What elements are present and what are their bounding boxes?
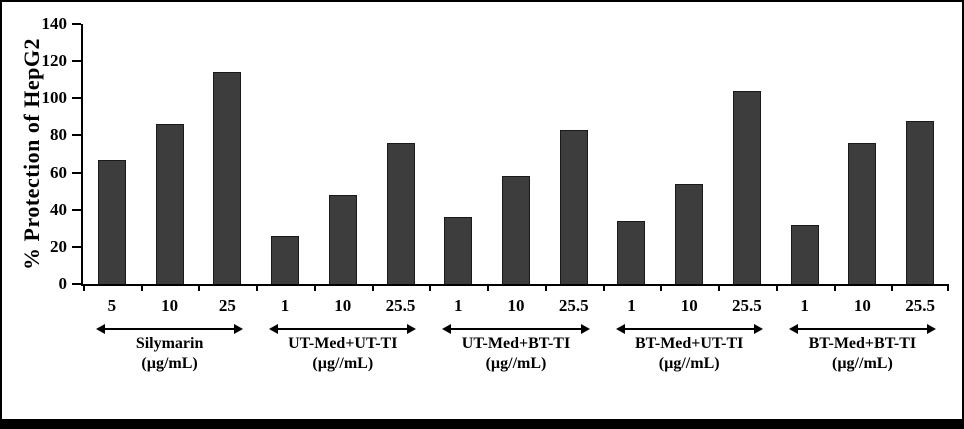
x-axis-category-label: 25.5 bbox=[732, 296, 762, 315]
x-axis-category-label: 25 bbox=[218, 296, 236, 315]
x-axis-category-label: 25.5 bbox=[905, 296, 935, 315]
x-axis-category-label: 10 bbox=[680, 296, 698, 315]
y-axis-title: % Protection of HepG2 bbox=[19, 38, 44, 270]
group-range-arrow bbox=[615, 324, 763, 334]
group-unit-label: (µg//mL) bbox=[485, 354, 547, 372]
group-range-arrow bbox=[442, 324, 590, 334]
bar-25.5-8 bbox=[559, 129, 588, 284]
x-axis-tick bbox=[833, 284, 836, 291]
group-unit-label: (µg//mL) bbox=[832, 354, 893, 372]
bar-25.5-11 bbox=[732, 90, 761, 284]
bar-10-13 bbox=[848, 142, 877, 284]
group-annotation: BT-Med+UT-TI (µg//mL) bbox=[603, 324, 776, 372]
x-axis-category-label: 10 bbox=[853, 296, 871, 315]
x-axis-tick bbox=[660, 284, 663, 291]
bar-1-9 bbox=[617, 220, 646, 284]
y-axis-tick bbox=[72, 97, 81, 100]
x-axis-tick bbox=[256, 284, 259, 291]
x-axis-category-label: 1 bbox=[800, 296, 809, 315]
group-label: Silymarin bbox=[135, 335, 204, 352]
group-label: BT-Med+UT-TI bbox=[634, 335, 744, 352]
x-axis-tick bbox=[718, 284, 721, 291]
group-label: UT-Med+BT-TI bbox=[461, 335, 571, 352]
x-axis-tick bbox=[602, 284, 605, 291]
bar-10-7 bbox=[502, 176, 530, 284]
y-axis-tick bbox=[72, 245, 81, 248]
y-axis-tick bbox=[72, 171, 81, 174]
bar-1-12 bbox=[790, 224, 819, 284]
y-axis-tick bbox=[72, 23, 81, 25]
x-axis-tick bbox=[313, 284, 316, 291]
x-axis-tick bbox=[487, 284, 490, 291]
x-axis-category-label: 1 bbox=[280, 296, 290, 315]
x-axis-tick bbox=[544, 284, 547, 291]
y-axis-tick-label: 120 bbox=[41, 51, 68, 71]
y-axis-tick bbox=[72, 283, 81, 285]
y-axis-tick-label: 140 bbox=[41, 14, 68, 33]
y-axis-tick-label: 80 bbox=[50, 125, 67, 145]
x-axis-tick bbox=[947, 284, 949, 291]
group-unit-label: (µg/mL) bbox=[141, 354, 198, 372]
y-axis-tick-label: 0 bbox=[58, 274, 68, 293]
y-axis-tick bbox=[72, 134, 81, 137]
bar-10-1 bbox=[155, 124, 184, 284]
group-annotation: Silymarin (µg/mL) bbox=[83, 324, 256, 372]
bar-5-0 bbox=[97, 159, 126, 284]
x-axis-category-label: 10 bbox=[334, 296, 352, 315]
group-range-arrow bbox=[269, 324, 417, 334]
x-axis-tick bbox=[83, 284, 85, 291]
x-axis-tick bbox=[140, 284, 143, 291]
bar-1-6 bbox=[444, 217, 473, 284]
bar-25.5-5 bbox=[386, 142, 415, 284]
y-axis-tick-label: 60 bbox=[50, 162, 67, 182]
x-axis-tick bbox=[198, 284, 201, 291]
y-axis-tick bbox=[72, 60, 81, 63]
x-axis-tick bbox=[429, 284, 432, 291]
plot-area: 0 20 40 60 80 100 120 140 5 10 25 1 10 25.5 1 10 25.5 1 10… bbox=[42, 15, 949, 372]
y-axis-tick-label: 100 bbox=[41, 88, 68, 108]
y-axis-tick-label: 40 bbox=[50, 199, 67, 219]
figure-bottom-rule bbox=[2, 419, 962, 427]
group-annotation: UT-Med+UT-TI (µg//mL) bbox=[256, 324, 429, 372]
x-axis-category-label: 10 bbox=[161, 296, 179, 315]
x-axis-tick bbox=[371, 284, 374, 291]
group-range-arrow bbox=[95, 324, 244, 334]
x-axis-category-label: 5 bbox=[107, 296, 117, 315]
bar-25-2 bbox=[213, 72, 242, 284]
bar-1-3 bbox=[271, 235, 300, 284]
group-label: UT-Med+UT-TI bbox=[288, 335, 398, 352]
bar-10-4 bbox=[328, 194, 357, 284]
bar-10-10 bbox=[675, 183, 704, 284]
y-axis-tick bbox=[72, 208, 81, 211]
y-axis-tick-label: 20 bbox=[50, 236, 67, 256]
x-axis-category-label: 10 bbox=[507, 296, 525, 315]
group-range-arrow bbox=[788, 324, 937, 334]
x-axis-category-label: 25.5 bbox=[385, 296, 416, 315]
group-unit-label: (µg//mL) bbox=[658, 354, 720, 372]
x-axis-category-label: 25.5 bbox=[558, 296, 589, 315]
x-axis-tick bbox=[891, 284, 894, 291]
x-axis-category-label: 1 bbox=[627, 296, 636, 315]
group-label: BT-Med+BT-TI bbox=[808, 335, 917, 352]
group-unit-label: (µg//mL) bbox=[312, 354, 374, 372]
group-annotation: BT-Med+BT-TI (µg//mL) bbox=[776, 324, 949, 372]
x-axis-tick bbox=[775, 284, 778, 291]
group-annotation: UT-Med+BT-TI (µg//mL) bbox=[429, 324, 602, 372]
x-axis-category-label: 1 bbox=[454, 296, 463, 315]
bar-25.5-14 bbox=[906, 120, 935, 284]
